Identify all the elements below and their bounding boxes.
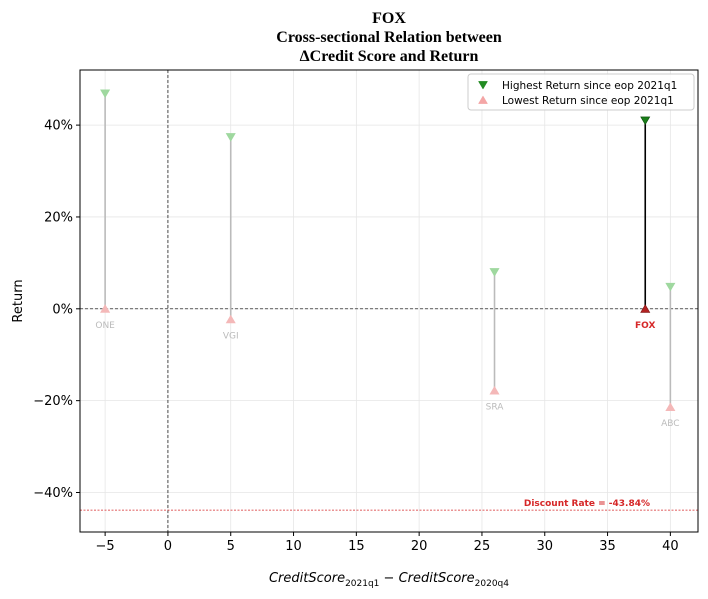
legend-triangle-up-icon: [478, 95, 488, 104]
high-return-marker: [225, 133, 236, 142]
point-group-abc: ABC: [661, 282, 680, 429]
plot-frame: [79, 69, 699, 533]
x-label-subscript: 2021q1: [345, 579, 379, 589]
legend-item[interactable]: Lowest Return since eop 2021q1: [478, 95, 674, 107]
point-group-sra: SRA: [486, 268, 505, 413]
legend-label: Lowest Return since eop 2021q1: [502, 95, 674, 107]
grid: [80, 70, 698, 532]
x-axis-label: CreditScore2021q1 − CreditScore2020q4: [269, 571, 509, 589]
point-group-fox: FOX: [635, 116, 656, 331]
title-line-2: Cross-sectional Relation between: [276, 29, 502, 46]
data-points: ONE VGI SRA FOX ABC: [95, 89, 680, 429]
high-return-marker: [100, 89, 111, 99]
point-label: ABC: [661, 419, 679, 429]
x-axis-ticks: −5 0 5 10 15 20 25 30 35 40: [96, 532, 679, 554]
discount-rate-label: Discount Rate = -43.84%: [524, 499, 650, 509]
legend-box: [467, 73, 695, 111]
x-label-part: −: [379, 571, 398, 586]
low-return-marker: [489, 385, 500, 395]
x-tick-label: 0: [164, 539, 172, 554]
title-line-3: ΔCredit Score and Return: [300, 48, 479, 65]
high-return-marker: [489, 268, 500, 277]
y-tick-label: 0%: [52, 302, 73, 317]
point-label: SRA: [486, 403, 505, 413]
legend-triangle-down-icon: [478, 81, 488, 90]
y-tick-label: 40%: [44, 119, 73, 134]
chart-title: FOX Cross-sectional Relation between ΔCred…: [276, 10, 502, 65]
discount-rate: Discount Rate = -43.84%: [80, 499, 698, 511]
x-tick-label: −5: [96, 539, 115, 554]
point-group-one: ONE: [95, 89, 115, 331]
legend[interactable]: Highest Return since eop 2021q1 Lowest Re…: [467, 73, 695, 111]
x-tick-label: 15: [348, 539, 365, 554]
point-group-vgi: VGI: [223, 133, 239, 341]
low-return-marker: [100, 304, 111, 313]
legend-label: Highest Return since eop 2021q1: [502, 80, 677, 92]
x-tick-label: 40: [662, 539, 679, 554]
x-label-part: CreditScore: [399, 571, 475, 586]
x-label-subscript: 2020q4: [475, 579, 510, 589]
y-tick-label: −20%: [33, 394, 73, 409]
point-label: FOX: [635, 321, 655, 331]
point-label: VGI: [223, 331, 239, 341]
x-tick-label: 35: [599, 539, 616, 554]
low-return-marker: [640, 304, 651, 313]
low-return-marker: [665, 402, 676, 411]
y-axis-label: Return: [11, 279, 26, 322]
legend-item[interactable]: Highest Return since eop 2021q1: [478, 80, 678, 92]
point-label: ONE: [95, 321, 115, 331]
title-line-1: FOX: [372, 10, 406, 27]
x-tick-label: 5: [227, 539, 235, 554]
x-tick-label: 10: [285, 539, 302, 554]
x-tick-label: 25: [474, 539, 491, 554]
y-axis-ticks: −40% −20% 0% 20% 40%: [33, 119, 80, 501]
low-return-marker: [225, 314, 236, 324]
high-return-marker: [640, 116, 651, 126]
x-tick-label: 20: [411, 539, 428, 554]
high-return-marker: [665, 282, 676, 292]
x-tick-label: 30: [536, 539, 553, 554]
reference-lines: [80, 70, 698, 532]
x-label-part: CreditScore: [269, 571, 345, 586]
y-tick-label: 20%: [44, 210, 73, 225]
y-tick-label: −40%: [33, 486, 73, 501]
